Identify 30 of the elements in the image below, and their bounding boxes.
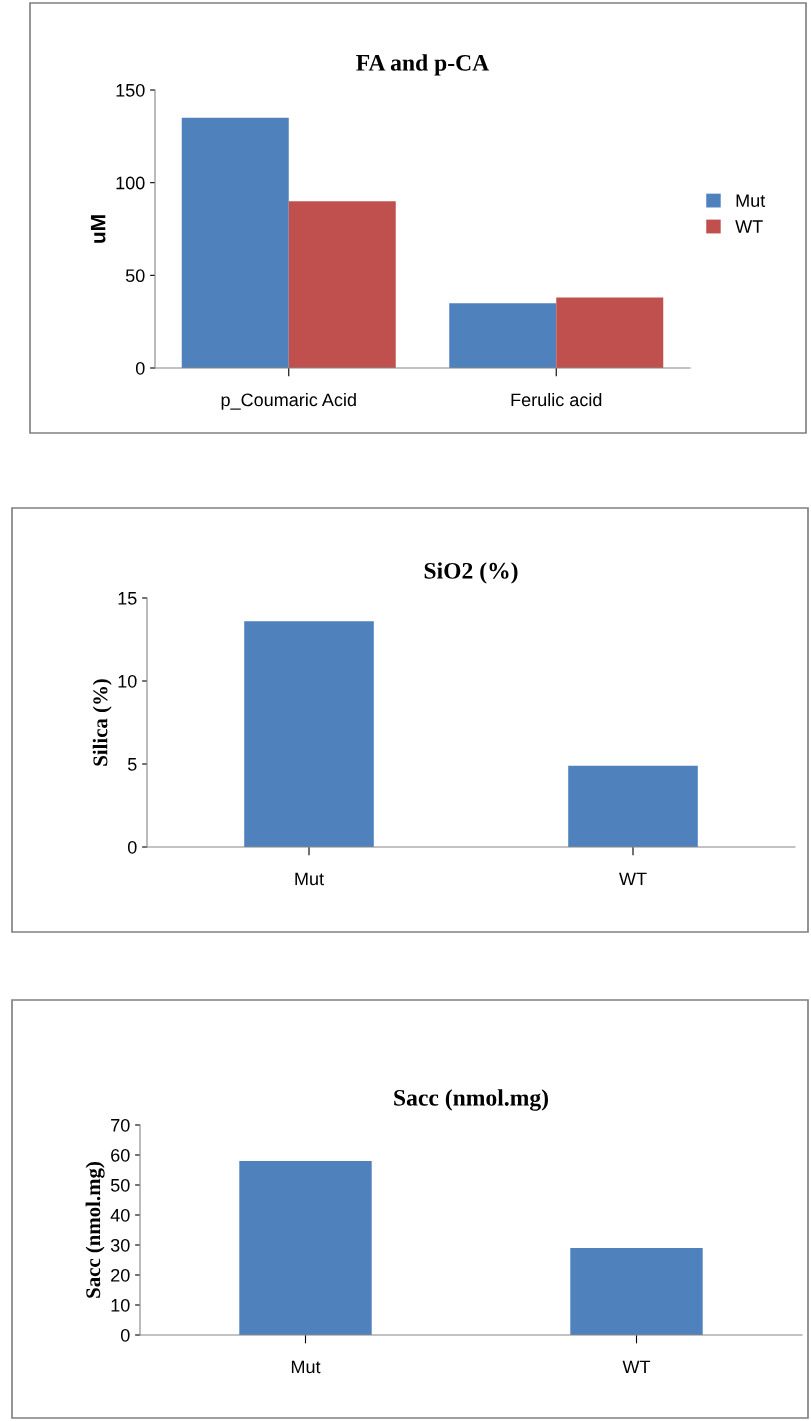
y-tick-label: 100 bbox=[116, 176, 145, 190]
y-tick-label: 0 bbox=[127, 840, 137, 854]
bar bbox=[449, 303, 557, 368]
y-tick-label: 15 bbox=[118, 592, 137, 605]
legend-label: WT bbox=[735, 220, 763, 233]
x-tick-label: p_Coumaric Acid bbox=[221, 393, 356, 410]
bar bbox=[288, 201, 396, 368]
bar bbox=[556, 297, 664, 368]
y-axis-title: Sacc (nmol.mg) bbox=[85, 1162, 105, 1298]
y-axis-title: Silica (%) bbox=[92, 679, 112, 766]
y-tick-label: 0 bbox=[135, 361, 145, 375]
y-tick-label: 50 bbox=[110, 1178, 130, 1192]
y-tick-label: 50 bbox=[125, 269, 145, 283]
chart-title: Sacc (nmol.mg) bbox=[394, 1089, 548, 1111]
y-tick-label: 60 bbox=[111, 1148, 130, 1162]
y-tick-label: 20 bbox=[111, 1268, 130, 1282]
x-tick-label: Ferulic acid bbox=[511, 393, 602, 407]
y-tick-label: 30 bbox=[110, 1238, 130, 1252]
y-tick-label: 10 bbox=[118, 674, 137, 688]
y-tick-label: 5 bbox=[127, 758, 137, 771]
y-tick-label: 40 bbox=[110, 1208, 130, 1222]
chart-title: FA and p-CA bbox=[356, 54, 490, 76]
legend-label: Mut bbox=[736, 194, 766, 208]
chart-title: SiO2 (%) bbox=[424, 562, 518, 584]
y-axis-title: uM bbox=[90, 215, 106, 243]
y-tick-label: 70 bbox=[111, 1118, 130, 1132]
y-tick-label: 0 bbox=[120, 1328, 130, 1342]
y-tick-label: 10 bbox=[111, 1298, 130, 1312]
bar bbox=[181, 117, 289, 368]
y-tick-label: 150 bbox=[116, 83, 145, 97]
